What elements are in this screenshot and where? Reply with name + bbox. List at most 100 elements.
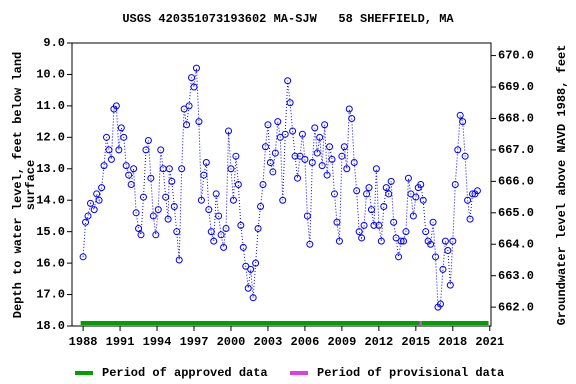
y2-tick-label: 668.0 [498,112,534,126]
data-point [444,247,452,255]
data-point [311,124,319,132]
data-point [190,83,198,91]
data-point [183,121,191,129]
data-point [335,237,343,245]
data-point [404,174,412,182]
data-point [266,158,274,166]
y-axis-label-line: Depth to water level, feet below land [11,52,25,318]
data-point [144,136,152,144]
data-point [234,181,242,188]
data-point [330,190,338,198]
data-point [107,155,115,163]
data-point [127,181,135,188]
period-bar [421,321,489,325]
x-tick-label: 1988 [69,335,98,349]
data-point [202,158,210,166]
data-point [466,215,474,223]
data-point [84,212,92,220]
y2-tick-label: 663.0 [498,269,534,283]
x-tick-label: 1991 [106,335,135,349]
data-point [402,228,410,236]
x-tick-label: 2018 [438,335,467,349]
data-point [93,190,101,198]
data-point [276,133,284,141]
data-point [289,127,297,135]
data-point [259,181,267,188]
y2-tick-label: 665.0 [498,206,534,220]
y-tick-label: 15.0 [36,225,65,239]
data-point [390,218,398,226]
y-tick-label: 14.0 [36,193,65,207]
series-line [82,68,478,309]
data-point [200,171,208,179]
data-point [353,187,361,195]
data-point [417,181,425,188]
data-point [165,165,173,173]
data-point [100,162,108,170]
data-point [326,143,334,151]
data-point [338,152,346,160]
data-point [115,146,123,154]
y-tick-label: 10.0 [36,68,65,82]
data-point [365,184,373,192]
data-point [86,199,94,207]
data-point [95,196,103,204]
data-point [227,165,235,173]
data-point [328,155,336,163]
data-point [222,225,230,233]
data-point [296,152,304,160]
data-point [436,300,444,308]
data-point [170,203,178,211]
y-tick-label: 13.0 [36,162,65,176]
data-point [427,240,435,248]
data-point [377,237,385,245]
data-point [298,130,306,138]
data-point [239,243,247,251]
legend-label: Period of approved data [102,366,268,380]
data-point [232,152,240,160]
x-tick-label: 2021 [475,335,504,349]
data-point [149,212,157,220]
data-point [464,196,472,204]
data-point [318,162,326,170]
data-point [220,243,228,251]
data-point [432,253,440,261]
data-point [130,165,138,173]
data-point [142,146,150,154]
data-point [370,221,378,229]
data-point [321,121,329,129]
data-point [412,193,420,201]
data-point [244,284,252,292]
data-point [459,118,467,126]
y-axis-label-line: surface [24,160,38,210]
data-point [188,74,196,82]
data-point [306,240,314,248]
data-point [120,133,128,141]
data-point [132,209,140,217]
data-point [271,149,279,157]
data-point [284,77,292,85]
data-point [162,193,170,201]
data-point [147,174,155,182]
data-point [79,253,87,261]
legend-label: Period of provisional data [317,366,504,380]
x-tick-label: 2006 [291,335,320,349]
data-point [98,184,106,192]
data-point [192,64,200,72]
data-point [382,184,390,192]
data-point [355,228,363,236]
y2-tick-label: 667.0 [498,143,534,157]
x-tick-label: 2012 [364,335,393,349]
data-point [375,221,383,229]
data-point [122,162,130,170]
data-point [400,237,408,245]
data-point [225,127,233,135]
data-point [242,262,250,270]
data-point [215,212,223,220]
data-point [112,102,120,110]
data-point [212,190,220,198]
y-tick-label: 18.0 [36,319,65,333]
data-point [105,146,113,154]
data-point [217,231,225,239]
data-point [168,177,176,185]
